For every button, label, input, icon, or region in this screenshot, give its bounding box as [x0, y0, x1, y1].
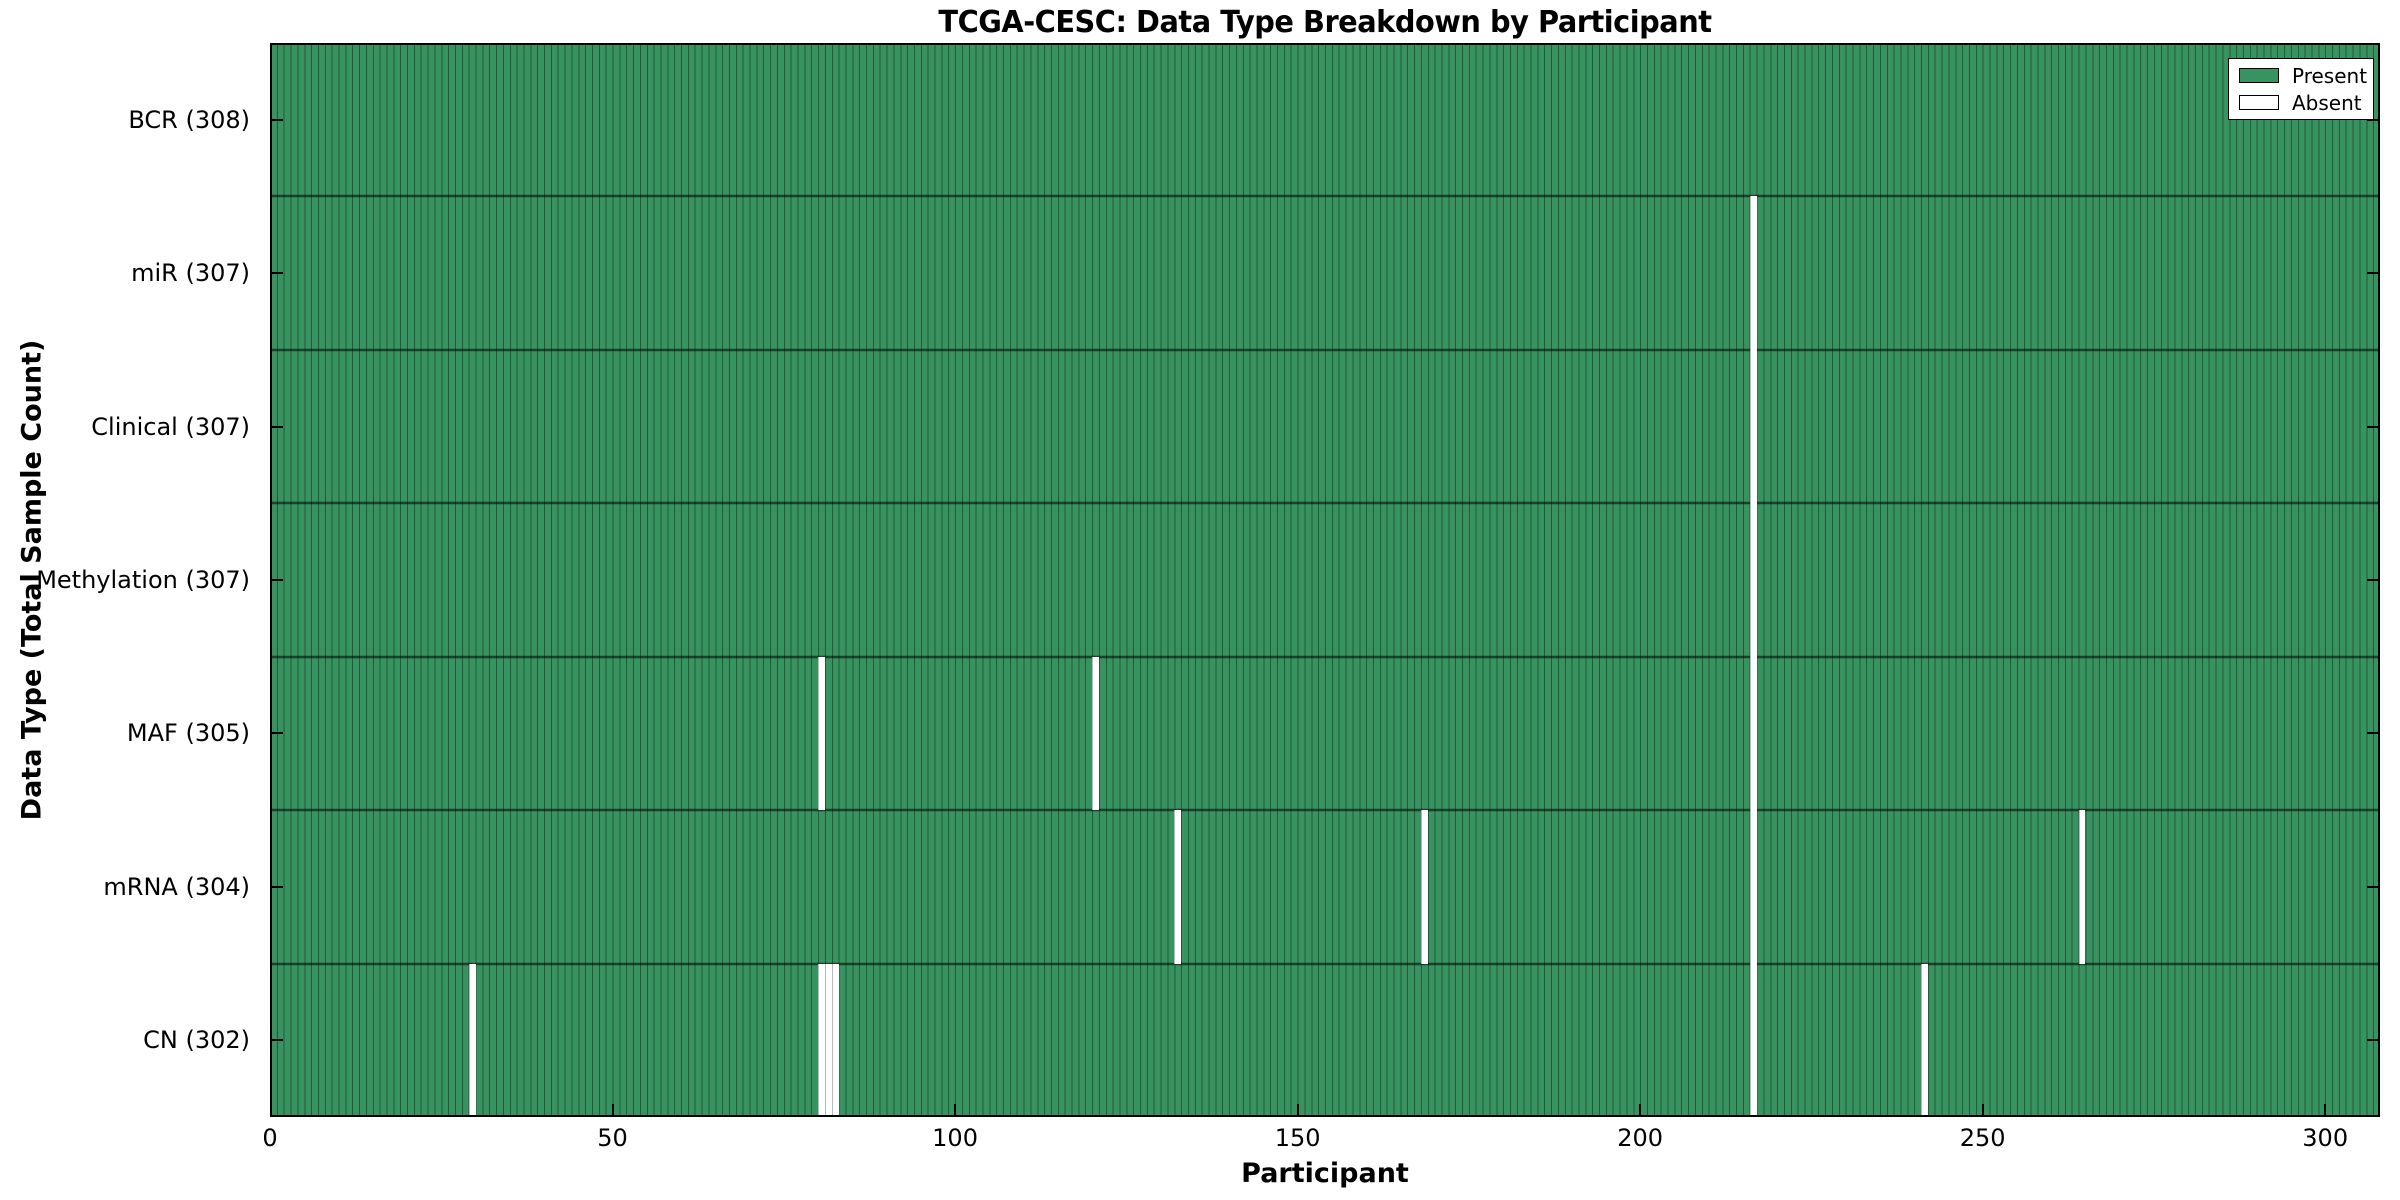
absent-stripe — [1749, 656, 1757, 811]
y-tick-label-Clinical: Clinical (307) — [91, 412, 250, 441]
absent-stripe — [1749, 963, 1757, 1117]
heatmap-row-CN — [270, 963, 2380, 1117]
y-tick-label-miR: miR (307) — [131, 259, 250, 288]
y-tick-mark — [2367, 885, 2380, 888]
absent-stripe — [468, 963, 476, 1117]
heatmap-row-Clinical — [270, 349, 2380, 504]
y-tick-mark — [270, 425, 283, 428]
x-tick-mark — [1296, 1104, 1299, 1117]
absent-stripe — [1174, 810, 1182, 964]
y-tick-mark — [270, 272, 283, 275]
absent-stripe — [1749, 503, 1757, 657]
x-tick-mark — [954, 1104, 957, 1117]
y-tick-label-BCR: BCR (308) — [128, 105, 250, 134]
absent-stripe — [831, 963, 839, 1117]
legend-item-absent: Absent — [2239, 93, 2363, 113]
heatmap-row-MAF — [270, 656, 2380, 811]
x-tick-label: 300 — [2302, 1124, 2349, 1152]
x-tick-mark — [1639, 1104, 1642, 1117]
y-tick-mark — [2367, 1039, 2380, 1042]
absent-stripe — [1749, 810, 1757, 964]
y-tick-mark — [270, 732, 283, 735]
x-tick-label: 150 — [1274, 1124, 1321, 1152]
y-tick-label-MAF: MAF (305) — [126, 719, 250, 748]
y-tick-mark — [270, 1039, 283, 1042]
y-tick-label-Methylation: Methylation (307) — [36, 566, 250, 594]
x-tick-mark — [2324, 1104, 2327, 1117]
x-tick-mark — [1981, 1104, 1984, 1117]
legend-label-absent: Absent — [2292, 90, 2362, 115]
present-swatch-icon — [2239, 68, 2279, 83]
x-tick-mark — [270, 1104, 271, 1117]
absent-stripe — [818, 656, 825, 811]
absent-swatch-icon — [2239, 95, 2279, 110]
y-tick-mark — [2367, 425, 2380, 428]
y-tick-mark — [270, 885, 283, 888]
legend-label-present: Present — [2292, 63, 2368, 88]
y-tick-label-mRNA: mRNA (304) — [103, 872, 250, 901]
absent-stripe — [824, 963, 832, 1117]
absent-stripe — [1749, 349, 1757, 504]
absent-stripe — [2078, 810, 2086, 964]
absent-stripe — [1092, 656, 1099, 811]
y-tick-mark — [270, 579, 283, 581]
absent-stripe — [1749, 196, 1757, 350]
x-tick-label: 200 — [1617, 1124, 1664, 1152]
absent-stripe — [818, 963, 825, 1117]
y-tick-label-CN: CN (302) — [143, 1026, 250, 1055]
heatmap-row-miR — [270, 196, 2380, 350]
legend: Present Absent — [2228, 58, 2374, 120]
x-tick-label: 50 — [597, 1124, 628, 1152]
heatmap-row-Methylation — [270, 503, 2380, 657]
x-tick-label: 0 — [262, 1124, 278, 1152]
absent-stripe — [1420, 810, 1428, 964]
y-tick-mark — [270, 118, 283, 121]
x-tick-mark — [611, 1104, 614, 1117]
x-tick-label: 100 — [932, 1124, 978, 1152]
chart-title: TCGA-CESC: Data Type Breakdown by Partic… — [938, 5, 1712, 40]
absent-stripe — [1921, 963, 1928, 1117]
heatmap-row-mRNA — [270, 810, 2380, 964]
x-axis-label: Participant — [1241, 1158, 1409, 1189]
legend-item-present: Present — [2239, 66, 2367, 86]
heatmap-row-BCR — [270, 43, 2380, 197]
y-tick-mark — [2367, 579, 2380, 581]
y-tick-mark — [2367, 732, 2380, 735]
y-tick-mark — [2367, 272, 2380, 275]
plot-area — [270, 43, 2380, 1117]
x-tick-label: 250 — [1959, 1124, 2006, 1152]
